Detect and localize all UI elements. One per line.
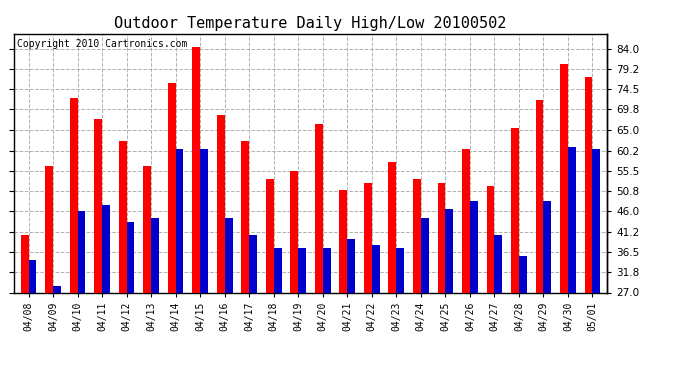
Bar <box>241 141 249 292</box>
Bar <box>77 211 86 292</box>
Bar <box>462 149 470 292</box>
Bar <box>511 128 519 292</box>
Bar <box>568 147 576 292</box>
Text: Copyright 2010 Cartronics.com: Copyright 2010 Cartronics.com <box>17 39 187 49</box>
Bar <box>437 183 445 292</box>
Bar <box>445 209 453 292</box>
Bar <box>470 201 477 292</box>
Bar <box>249 235 257 292</box>
Bar <box>339 190 347 292</box>
Bar <box>102 205 110 292</box>
Bar <box>274 248 282 292</box>
Bar <box>45 166 53 292</box>
Bar <box>21 235 28 292</box>
Bar <box>200 149 208 292</box>
Bar <box>119 141 126 292</box>
Bar <box>176 149 184 292</box>
Bar <box>396 248 404 292</box>
Bar <box>126 222 135 292</box>
Title: Outdoor Temperature Daily High/Low 20100502: Outdoor Temperature Daily High/Low 20100… <box>115 16 506 31</box>
Bar <box>486 186 495 292</box>
Bar <box>193 46 200 292</box>
Bar <box>364 183 372 292</box>
Bar <box>584 76 593 292</box>
Bar <box>413 179 421 292</box>
Bar <box>315 124 323 292</box>
Bar <box>53 286 61 292</box>
Bar <box>144 166 151 292</box>
Bar <box>298 248 306 292</box>
Bar <box>70 98 77 292</box>
Bar <box>519 256 526 292</box>
Bar <box>290 171 298 292</box>
Bar <box>535 100 544 292</box>
Bar <box>593 149 600 292</box>
Bar <box>168 83 176 292</box>
Bar <box>151 217 159 292</box>
Bar <box>347 239 355 292</box>
Bar <box>560 64 568 292</box>
Bar <box>217 115 225 292</box>
Bar <box>372 246 380 292</box>
Bar <box>388 162 396 292</box>
Bar <box>95 119 102 292</box>
Bar <box>266 179 274 292</box>
Bar <box>421 217 428 292</box>
Bar <box>495 235 502 292</box>
Bar <box>323 248 331 292</box>
Bar <box>544 201 551 292</box>
Bar <box>225 217 233 292</box>
Bar <box>28 260 37 292</box>
